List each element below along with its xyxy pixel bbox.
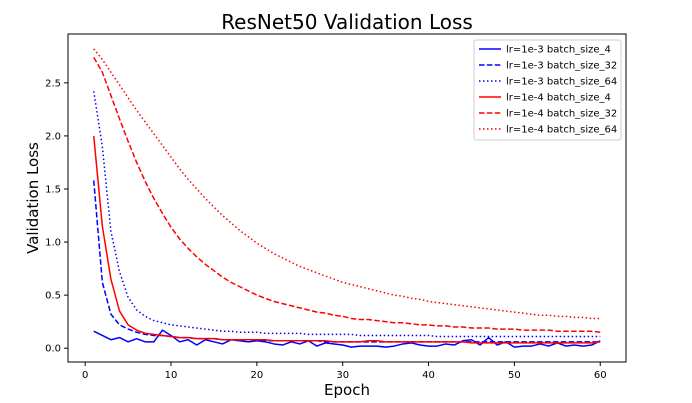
legend: lr=1e-3 batch_size_4 lr=1e-3 batch_size_3…	[473, 39, 622, 141]
legend-label: lr=1e-4 batch_size_32	[506, 109, 617, 120]
x-tick-label: 60	[594, 370, 607, 381]
series-line-3	[93, 91, 601, 338]
y-tick-label: 1.0	[45, 238, 61, 249]
y-axis: 0.0 0.5 1.0 1.5 2.0 2.5	[45, 78, 68, 355]
y-tick-label: 2.0	[45, 131, 61, 142]
x-tick-label: 50	[508, 370, 521, 381]
x-axis-label: Epoch	[324, 381, 370, 399]
series-line-6	[93, 48, 601, 320]
legend-label: lr=1e-3 batch_size_4	[506, 45, 611, 56]
legend-label: lr=1e-3 batch_size_32	[506, 61, 617, 72]
x-tick-label: 20	[250, 370, 263, 381]
y-tick-label: 0.0	[45, 344, 61, 355]
series-layer	[93, 48, 601, 348]
legend-label: lr=1e-3 batch_size_64	[506, 77, 617, 88]
y-tick-label: 0.5	[45, 291, 61, 302]
legend-label: lr=1e-4 batch_size_64	[506, 125, 617, 136]
x-tick-label: 10	[165, 370, 178, 381]
y-tick-label: 1.5	[45, 184, 61, 195]
series-line-4	[93, 135, 601, 344]
legend-label: lr=1e-4 batch_size_4	[506, 93, 611, 104]
x-tick-label: 30	[336, 370, 349, 381]
legend-box	[473, 39, 622, 141]
x-tick-label: 40	[422, 370, 435, 381]
y-tick-label: 2.5	[45, 78, 61, 89]
series-line-5	[93, 56, 601, 334]
y-axis-label: Validation Loss	[24, 142, 42, 254]
x-axis: 0 10 20 30 40 50 60	[82, 362, 607, 381]
series-line-1	[93, 329, 601, 348]
chart-title: ResNet50 Validation Loss	[221, 10, 473, 34]
plot-area	[67, 33, 627, 363]
x-tick-label: 0	[82, 370, 88, 381]
